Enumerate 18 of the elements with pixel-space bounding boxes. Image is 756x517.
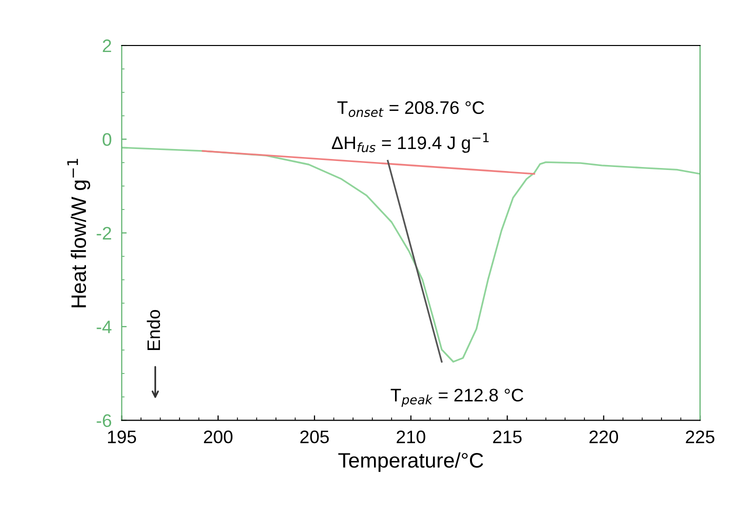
annotation: Endo [146,310,160,350]
x-axis-title: Temperature/°C [338,452,484,472]
x-tick-label: 195 [108,430,136,444]
x-tick-label: 210 [396,430,426,444]
x-tick-label: 215 [493,430,522,444]
y-tick-label: 2 [102,39,112,52]
x-tick-label: 220 [590,430,618,444]
x-tick-label: 205 [300,430,329,444]
y-tick-label: -6 [96,414,112,428]
x-tick-label: 200 [204,430,232,444]
annotation: ΔH$_{fus}$ = 119.4 J g$^{−1}$ [332,132,489,153]
y-tick-label: -2 [96,226,112,240]
annotation: T$_{onset}$ = 208.76 °C [337,101,484,117]
y-tick-label: -4 [96,320,112,334]
x-tick-label: 225 [686,430,714,444]
y-tick-label: 0 [102,133,112,146]
y-axis-title: Heat flow/W g$^{−1}$ [67,158,90,308]
annotation: T$_{peak}$ = 212.8 °C [390,388,524,407]
